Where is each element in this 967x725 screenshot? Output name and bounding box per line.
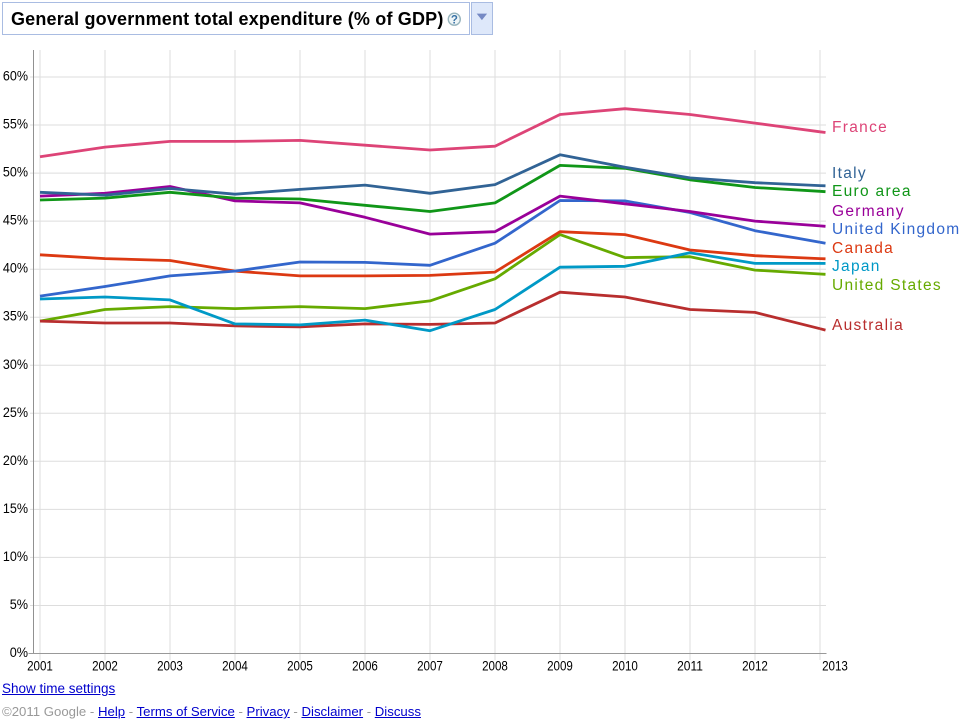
svg-text:60%: 60% [3, 69, 28, 84]
svg-text:45%: 45% [3, 213, 28, 228]
svg-text:0%: 0% [10, 645, 28, 660]
svg-text:5%: 5% [10, 597, 28, 612]
svg-text:?: ? [451, 15, 458, 27]
svg-text:50%: 50% [3, 165, 28, 180]
svg-text:2013: 2013 [822, 659, 848, 674]
svg-text:10%: 10% [3, 549, 28, 564]
svg-text:2011: 2011 [677, 659, 703, 674]
svg-text:2009: 2009 [547, 659, 573, 674]
svg-text:2005: 2005 [287, 659, 313, 674]
svg-text:2001: 2001 [27, 659, 53, 674]
svg-text:2006: 2006 [352, 659, 378, 674]
svg-text:2007: 2007 [417, 659, 443, 674]
svg-text:55%: 55% [3, 117, 28, 132]
svg-text:2004: 2004 [222, 659, 248, 674]
svg-text:30%: 30% [3, 357, 28, 372]
svg-text:20%: 20% [3, 453, 28, 468]
svg-text:2003: 2003 [157, 659, 183, 674]
svg-text:15%: 15% [3, 501, 28, 516]
svg-text:2008: 2008 [482, 659, 508, 674]
svg-text:35%: 35% [3, 309, 28, 324]
svg-text:25%: 25% [3, 405, 28, 420]
svg-text:2002: 2002 [92, 659, 118, 674]
svg-text:40%: 40% [3, 261, 28, 276]
svg-text:2010: 2010 [612, 659, 638, 674]
svg-text:2012: 2012 [742, 659, 768, 674]
